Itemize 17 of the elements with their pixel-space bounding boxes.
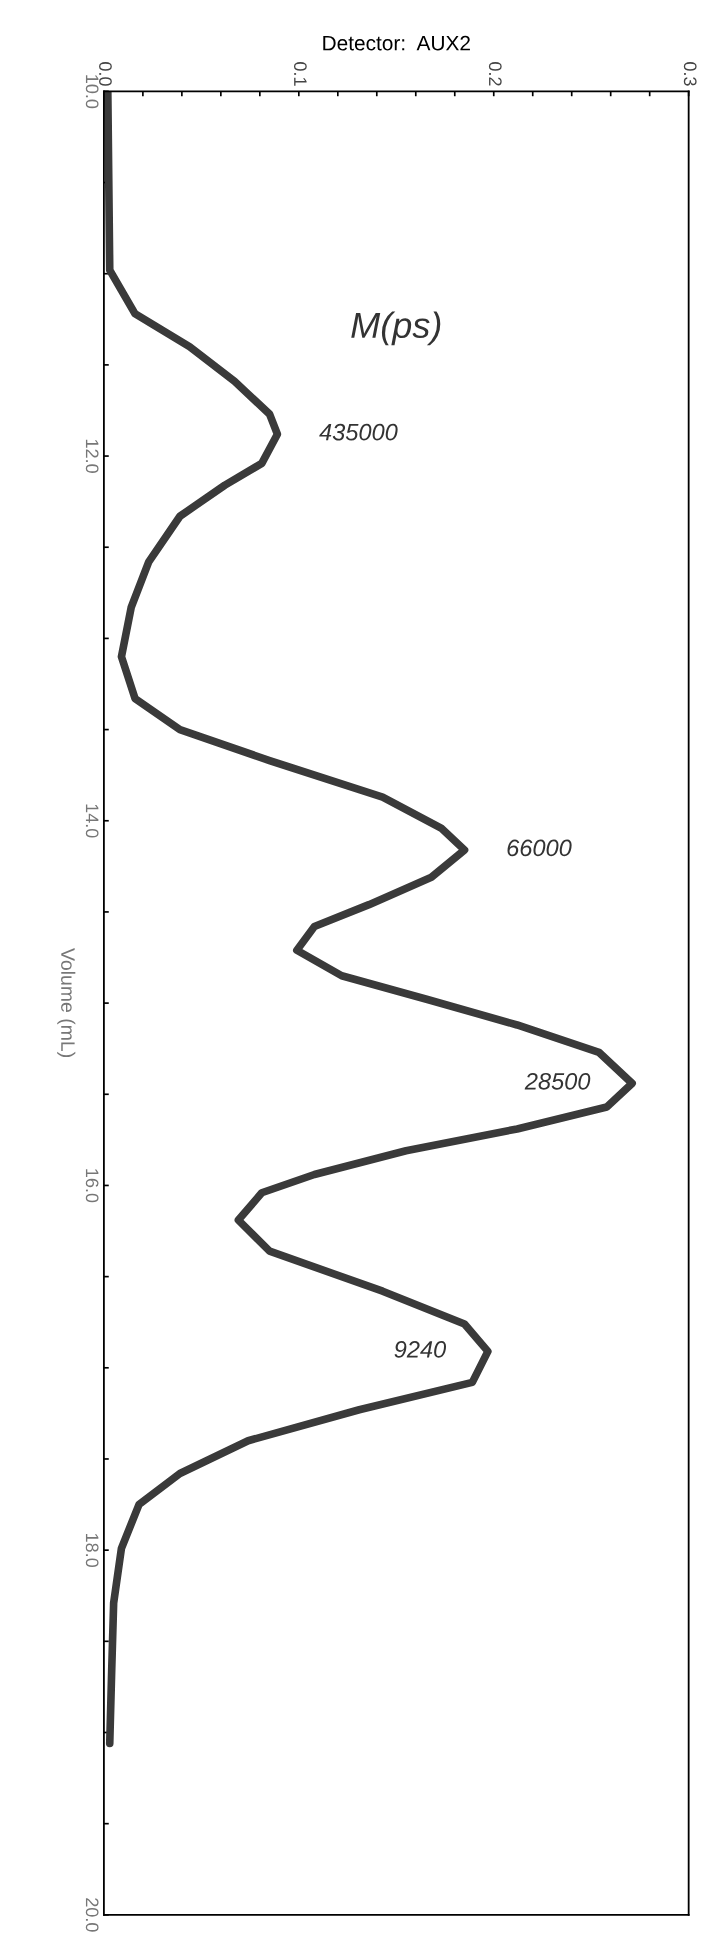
annotation: 9240 <box>394 1341 447 1358</box>
y-tick-label: 18.0 <box>85 1533 99 1568</box>
x-tick-label: 0.3 <box>683 62 697 86</box>
x-tick-label: 0.2 <box>488 62 502 86</box>
annotation: M(ps) <box>351 311 441 346</box>
annotation: 66000 <box>507 839 572 857</box>
x-axis-title: Detector: AUX2 <box>323 35 470 51</box>
y-tick-label: 20.0 <box>85 1898 99 1932</box>
x-tick-label: 0.1 <box>293 62 307 86</box>
y-tick-label: 14.0 <box>85 804 99 838</box>
x-tick-label: 0.0 <box>99 62 112 86</box>
y-tick-label: 12.0 <box>85 439 99 473</box>
y-tick-label: 16.0 <box>85 1169 99 1203</box>
y-tick-label: 10.0 <box>85 75 99 109</box>
y-axis-title: Volume (mL) <box>57 948 76 1058</box>
annotation: 28500 <box>524 1072 591 1090</box>
annotation: 435000 <box>319 423 398 441</box>
